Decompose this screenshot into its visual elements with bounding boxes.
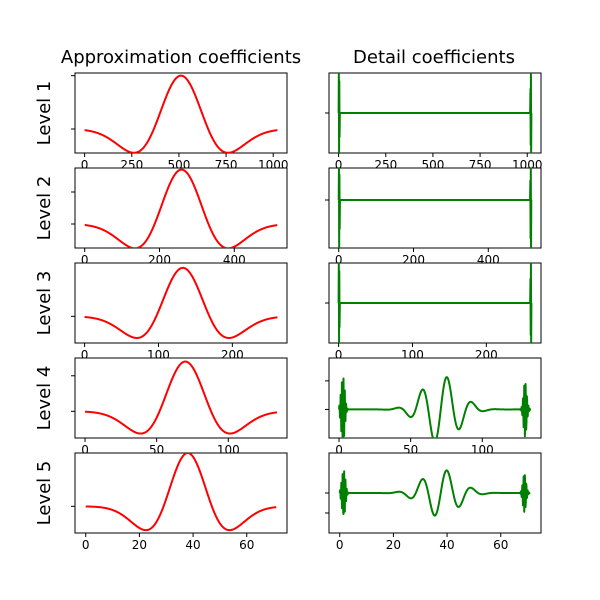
axes-frame — [74, 72, 288, 154]
axes-frame — [74, 452, 288, 534]
series-line-detail-level-3 — [337, 263, 533, 343]
x-tick-label: 40 — [185, 538, 200, 552]
series-line-approximation-level-2 — [84, 168, 278, 248]
x-tick-label: 0 — [335, 348, 343, 362]
x-tick-label: 0 — [81, 443, 89, 457]
series-line-detail-level-5 — [338, 469, 531, 517]
x-tick-label: 0 — [335, 158, 343, 172]
x-tick-label: 0 — [81, 158, 89, 172]
series-line-detail-level-4 — [338, 376, 532, 438]
x-tick-label: 20 — [132, 538, 147, 552]
axes-frame — [74, 262, 288, 344]
panel-detail-level-2: 0 200 400 — [325, 167, 542, 267]
row-label-level-5: Level 5 — [34, 461, 55, 526]
x-tick-label: 0 — [335, 253, 343, 267]
x-tick-label: 0 — [336, 538, 344, 552]
x-tick-label: 20 — [386, 538, 401, 552]
panel-approximation-level-5: 0 20 40 60 Level 5 — [34, 452, 288, 552]
panel-detail-level-5: 0 20 40 60 — [325, 452, 542, 552]
x-tick-label: 0 — [81, 253, 89, 267]
axes-frame — [328, 357, 542, 439]
x-tick-label: 0 — [81, 348, 89, 362]
series-line-approximation-level-5 — [85, 453, 277, 532]
series-line-approximation-level-3 — [83, 266, 279, 339]
row-label-level-4: Level 4 — [34, 366, 55, 431]
axes-frame — [328, 167, 542, 249]
series-line-approximation-level-1 — [83, 74, 279, 153]
x-tick-label: 60 — [493, 538, 508, 552]
column-title-approximation: Approximation coefficients — [61, 47, 301, 68]
x-tick-label: 40 — [439, 538, 454, 552]
x-tick-label: 60 — [239, 538, 254, 552]
series-line-detail-level-2 — [337, 168, 533, 248]
row-label-level-2: Level 2 — [34, 176, 55, 241]
row-label-level-3: Level 3 — [34, 271, 55, 336]
series-line-detail-level-1 — [337, 73, 533, 153]
row-label-level-1: Level 1 — [34, 81, 55, 146]
series-line-approximation-level-4 — [84, 360, 278, 435]
axes-frame — [74, 357, 288, 439]
panel-detail-level-1: 0 250 500 750 1000 — [325, 72, 543, 172]
column-title-detail: Detail coefficients — [353, 47, 515, 68]
axes-frame — [74, 167, 288, 249]
x-tick-label: 0 — [82, 538, 90, 552]
x-tick-label: 0 — [335, 443, 343, 457]
